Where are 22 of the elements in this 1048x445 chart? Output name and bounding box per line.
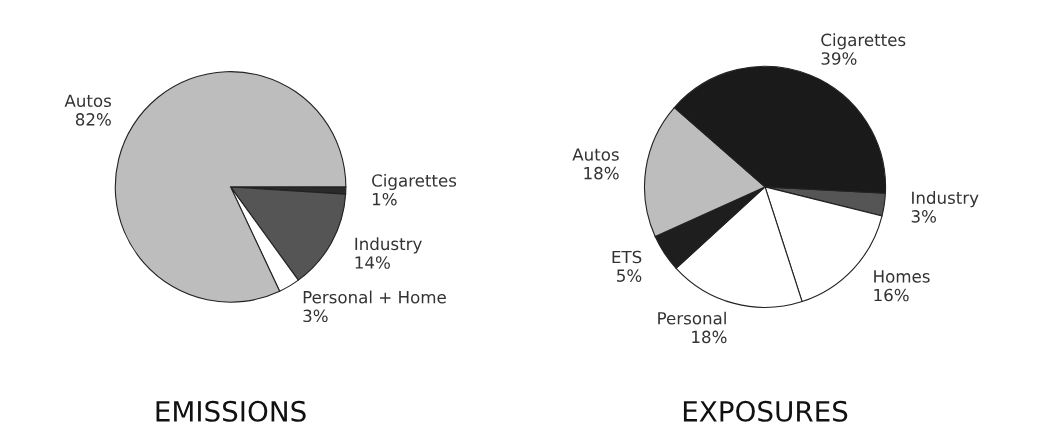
slice-label: Autos [572,148,619,161]
data-label: 16% [874,288,909,302]
slice-label: Cigarettes [821,33,906,50]
data-label: 5% [617,269,642,282]
slice-label: Personal + Home [303,290,446,304]
data-label: 82% [75,113,111,126]
text: EMISSIONS [156,400,306,422]
slice-label: Homes [874,270,930,283]
data-label: 18% [584,166,619,180]
text: EXPOSURES [683,400,848,422]
slice-label: Cigarettes [372,173,457,191]
data-label: 18% [692,330,727,344]
data-label: 3% [303,309,328,323]
data-label: 3% [911,210,936,223]
data-label: 39% [821,52,857,65]
slice-label: Industry [355,237,422,254]
slice-label: ETS [612,250,642,264]
slice-label: Industry [912,191,979,208]
slice-label: Autos [64,94,111,108]
slice-label: Personal [658,311,726,325]
data-label: 1% [372,192,397,206]
data-label: 14% [355,256,390,269]
